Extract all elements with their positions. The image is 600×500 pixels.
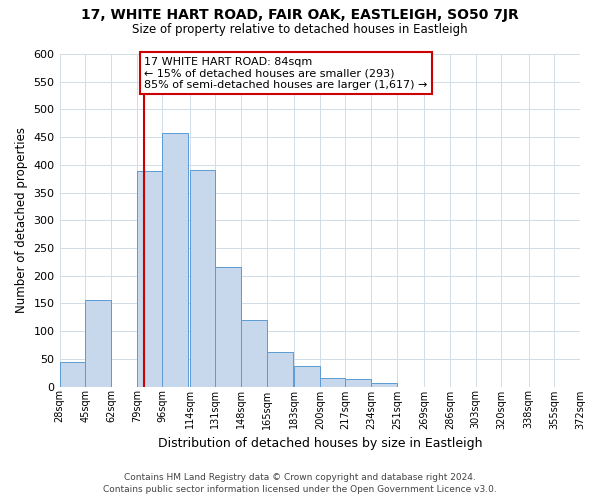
Bar (137, 172, 163, 386)
Bar (320, 378, 346, 386)
Bar (190, 170, 215, 386)
Bar (294, 366, 320, 386)
Text: 17 WHITE HART ROAD: 84sqm
← 15% of detached houses are smaller (293)
85% of semi: 17 WHITE HART ROAD: 84sqm ← 15% of detac… (144, 57, 428, 90)
Bar (163, 133, 188, 386)
Bar (267, 352, 293, 386)
Text: 17, WHITE HART ROAD, FAIR OAK, EASTLEIGH, SO50 7JR: 17, WHITE HART ROAD, FAIR OAK, EASTLEIGH… (81, 8, 519, 22)
Text: Size of property relative to detached houses in Eastleigh: Size of property relative to detached ho… (132, 22, 468, 36)
Bar (85, 300, 111, 386)
Y-axis label: Number of detached properties: Number of detached properties (15, 128, 28, 314)
Bar (371, 382, 397, 386)
Bar (215, 268, 241, 386)
Bar (59, 362, 85, 386)
X-axis label: Distribution of detached houses by size in Eastleigh: Distribution of detached houses by size … (158, 437, 482, 450)
Bar (346, 380, 371, 386)
Bar (241, 320, 267, 386)
Text: Contains HM Land Registry data © Crown copyright and database right 2024.
Contai: Contains HM Land Registry data © Crown c… (103, 473, 497, 494)
